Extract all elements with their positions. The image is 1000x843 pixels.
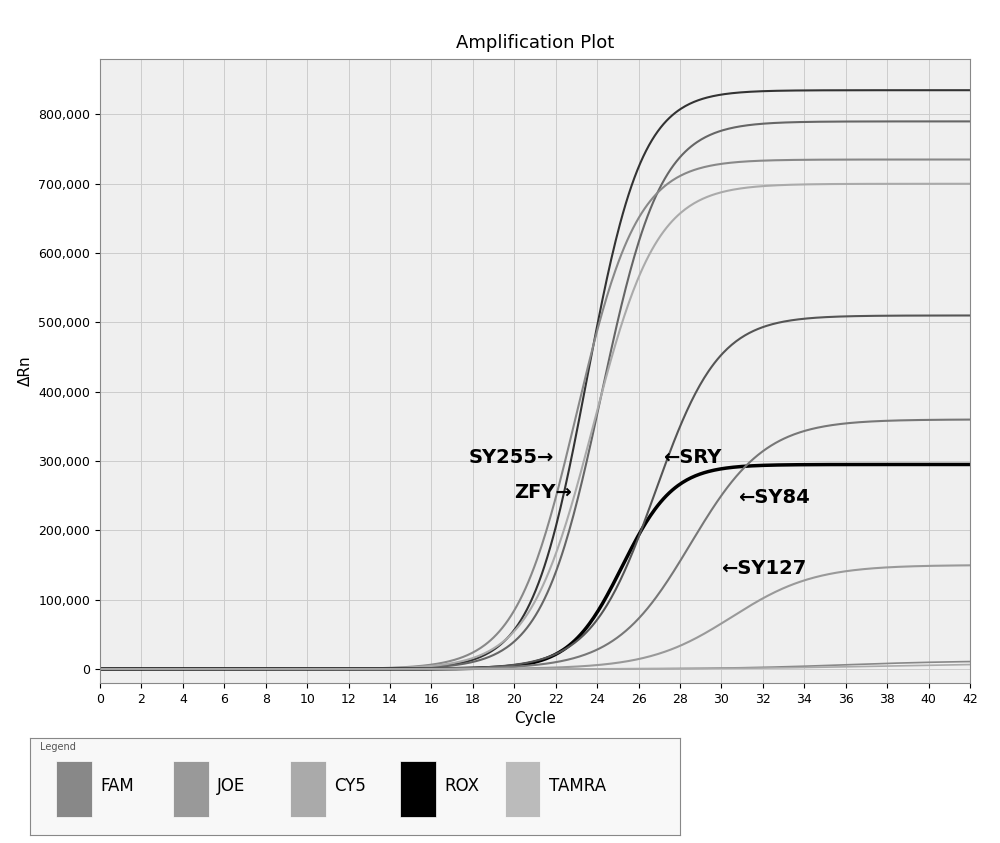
Text: FAM: FAM — [100, 777, 134, 795]
Text: JOE: JOE — [217, 777, 245, 795]
Title: Amplification Plot: Amplification Plot — [456, 34, 614, 52]
Text: ROX: ROX — [445, 777, 480, 795]
Bar — [400, 761, 436, 817]
Text: ←SRY: ←SRY — [663, 448, 722, 467]
Text: Legend: Legend — [40, 743, 76, 753]
Text: ←SY84: ←SY84 — [738, 487, 810, 507]
Y-axis label: ΔRn: ΔRn — [18, 356, 33, 386]
Text: SY255→: SY255→ — [469, 448, 554, 467]
Text: ZFY→: ZFY→ — [514, 483, 572, 502]
Text: ←SY127: ←SY127 — [721, 559, 807, 578]
Bar — [505, 761, 540, 817]
Bar — [290, 761, 326, 817]
Text: TAMRA: TAMRA — [549, 777, 606, 795]
Bar — [173, 761, 209, 817]
X-axis label: Cycle: Cycle — [514, 711, 556, 726]
Text: CY5: CY5 — [334, 777, 366, 795]
Bar — [56, 761, 92, 817]
